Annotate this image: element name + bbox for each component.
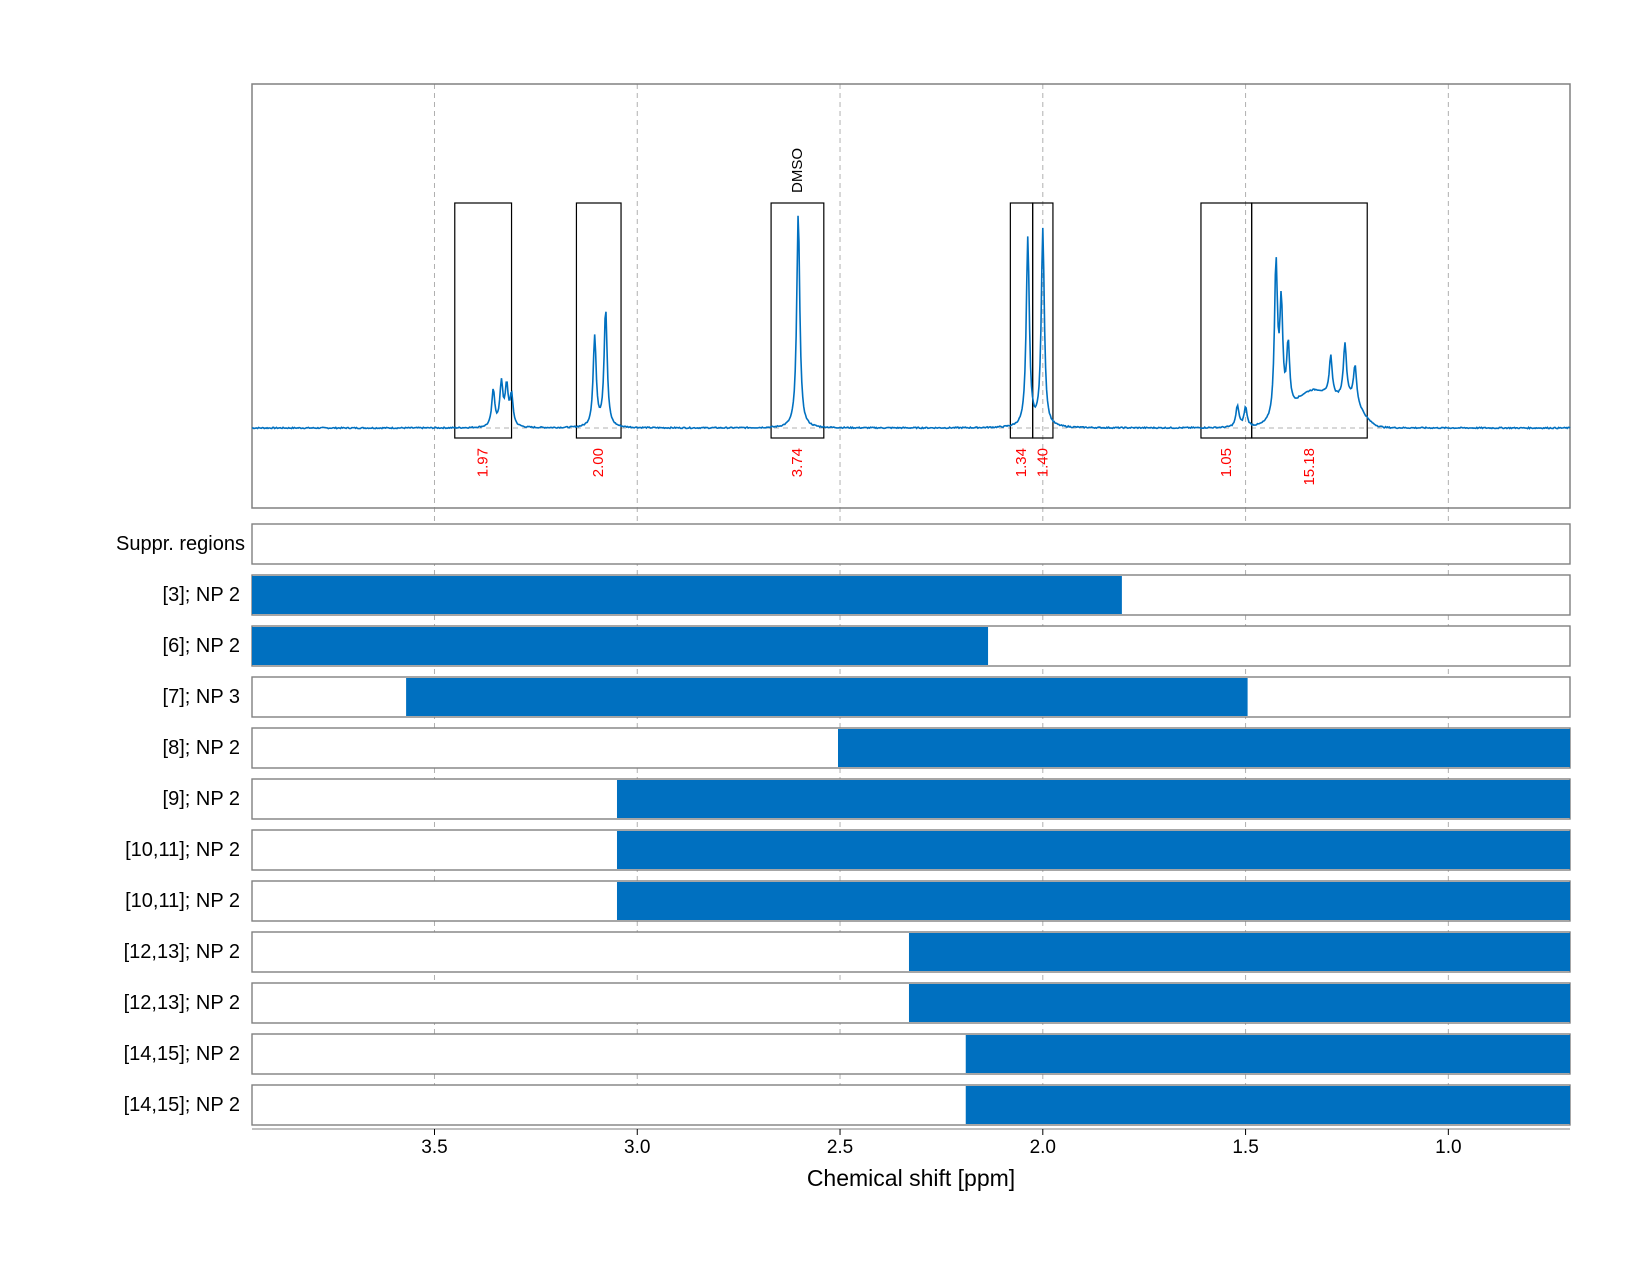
integral-value-label: 15.18 (1301, 448, 1318, 486)
track-bar (965, 1086, 1570, 1124)
track-row: [3]; NP 2 (163, 574, 1571, 616)
integral-value-label: 1.97 (475, 448, 492, 477)
integration-regions (454, 202, 1368, 439)
track-label: [3]; NP 2 (163, 584, 240, 606)
track-label: [8]; NP 2 (163, 737, 240, 759)
integration-box (575, 202, 622, 439)
x-tick-label: 1.0 (1435, 1137, 1461, 1158)
integration-labels: 1.97 2.00 3.74 DMSO 1.34 1.40 1.05 15.18 (475, 148, 1318, 486)
solvent-annotation: DMSO (789, 148, 806, 193)
x-axis: 3.5 3.0 2.5 2.0 1.5 1.0 (252, 1128, 1570, 1158)
track-row: [10,11]; NP 2 (125, 880, 1571, 922)
track-label: [12,13]; NP 2 (124, 941, 240, 963)
track-row: [10,11]; NP 2 (125, 829, 1571, 871)
integral-value-label: 1.40 (1034, 448, 1051, 477)
track-label: Suppr. regions (116, 533, 245, 555)
integration-box (1200, 202, 1253, 439)
track-label: [6]; NP 2 (163, 635, 240, 657)
track-bar (616, 882, 1570, 920)
track-bar (965, 1035, 1570, 1073)
track-bar (908, 984, 1570, 1022)
track-label: [12,13]; NP 2 (124, 992, 240, 1014)
x-tick-label: 1.5 (1232, 1137, 1258, 1158)
track-bar (616, 780, 1570, 818)
track-row: [12,13]; NP 2 (124, 982, 1571, 1024)
track-bar (252, 627, 989, 665)
integral-value-label: 3.74 (789, 448, 806, 477)
track-row: [12,13]; NP 2 (124, 931, 1571, 973)
x-tick-label: 2.0 (1030, 1137, 1056, 1158)
integration-box (454, 202, 513, 439)
track-row: [6]; NP 2 (163, 625, 1571, 667)
track-row: [7]; NP 3 (163, 676, 1571, 718)
track-row: [14,15]; NP 2 (124, 1033, 1571, 1075)
track-bar (908, 933, 1570, 971)
track-label: [10,11]; NP 2 (125, 890, 240, 912)
track-row: [8]; NP 2 (163, 727, 1571, 769)
track-bar (616, 831, 1570, 869)
spectrum-line (251, 215, 1571, 430)
track-label: [9]; NP 2 (163, 788, 240, 810)
integral-value-label: 2.00 (590, 448, 607, 477)
integration-box (770, 202, 825, 439)
x-axis-label: Chemical shift [ppm] (807, 1165, 1015, 1191)
track-frame (251, 523, 1571, 565)
track-bar (252, 576, 1122, 614)
integral-value-label: 1.34 (1013, 448, 1030, 477)
track-row: [9]; NP 2 (163, 778, 1571, 820)
track-label: [7]; NP 3 (163, 686, 240, 708)
track-label: [14,15]; NP 2 (124, 1043, 240, 1065)
track-label: [10,11]; NP 2 (125, 839, 240, 861)
integral-value-label: 1.05 (1218, 448, 1235, 477)
spectrum-panel-frame (251, 83, 1571, 509)
x-tick-label: 3.5 (421, 1137, 447, 1158)
integration-box (1032, 202, 1054, 439)
track-bar (838, 729, 1570, 767)
x-tick-label: 3.0 (624, 1137, 650, 1158)
track-row: Suppr. regions (116, 523, 1571, 565)
track-label: [14,15]; NP 2 (124, 1094, 240, 1116)
x-tick-label: 2.5 (827, 1137, 853, 1158)
track-bar (406, 678, 1248, 716)
integration-box (1251, 202, 1368, 439)
track-row: [14,15]; NP 2 (124, 1084, 1571, 1126)
region-tracks: Suppr. regions [3]; NP 2 [6]; NP 2 [7]; NP … (116, 523, 1571, 1126)
